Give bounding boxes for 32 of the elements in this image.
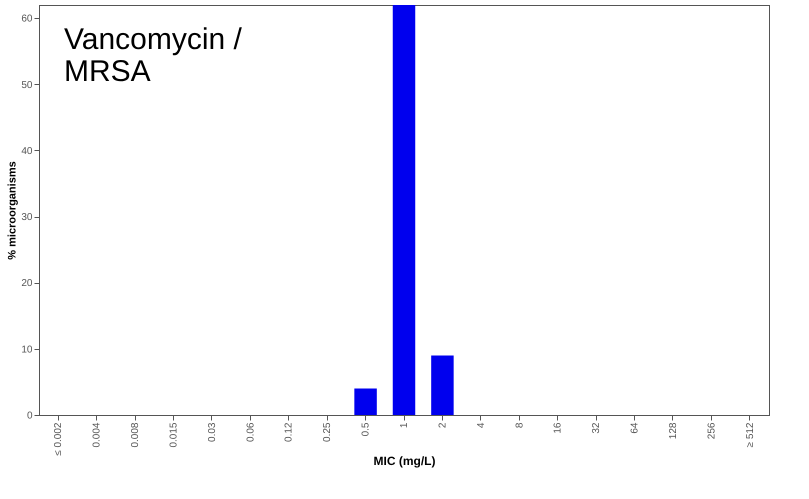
y-axis-title: % microorganisms (6, 161, 18, 260)
x-tick-label: 0.06 (245, 422, 256, 442)
y-tick-label: 40 (21, 146, 33, 157)
x-tick-label: 0.004 (92, 422, 103, 448)
x-tick-label: 0.25 (322, 422, 334, 442)
x-tick-label: 0.03 (206, 422, 218, 442)
x-tick-label: 256 (706, 422, 718, 440)
x-axis-title: MIC (mg/L) (374, 454, 436, 468)
x-tick-label: ≤ 0.002 (53, 422, 64, 456)
x-tick-label: 16 (552, 422, 564, 434)
x-tick-label: 0.015 (168, 422, 180, 448)
x-tick-label: 2 (437, 422, 448, 428)
x-tick-label: 0.008 (130, 422, 142, 448)
x-tick-label: 0.12 (284, 422, 295, 442)
y-tick-label: 0 (26, 410, 33, 422)
x-tick-label: 0.5 (360, 422, 372, 436)
y-tick-label: 20 (21, 278, 33, 290)
x-tick-label: 8 (514, 422, 526, 428)
x-tick-label: 32 (591, 422, 602, 434)
x-tick-label: ≥ 512 (744, 422, 756, 448)
y-tick-label: 10 (21, 344, 33, 356)
bar (354, 388, 377, 415)
x-tick-label: 4 (476, 422, 487, 428)
x-tick-label: 128 (668, 422, 679, 440)
x-tick-label: 64 (630, 422, 641, 434)
y-tick-label: 60 (21, 14, 33, 25)
y-tick-label: 50 (21, 80, 33, 91)
y-tick-label: 30 (21, 212, 33, 224)
bar (431, 355, 454, 415)
bar (392, 5, 416, 415)
x-tick-label: 1 (399, 422, 410, 428)
text: Vancomycin / MRSA (64, 23, 243, 88)
